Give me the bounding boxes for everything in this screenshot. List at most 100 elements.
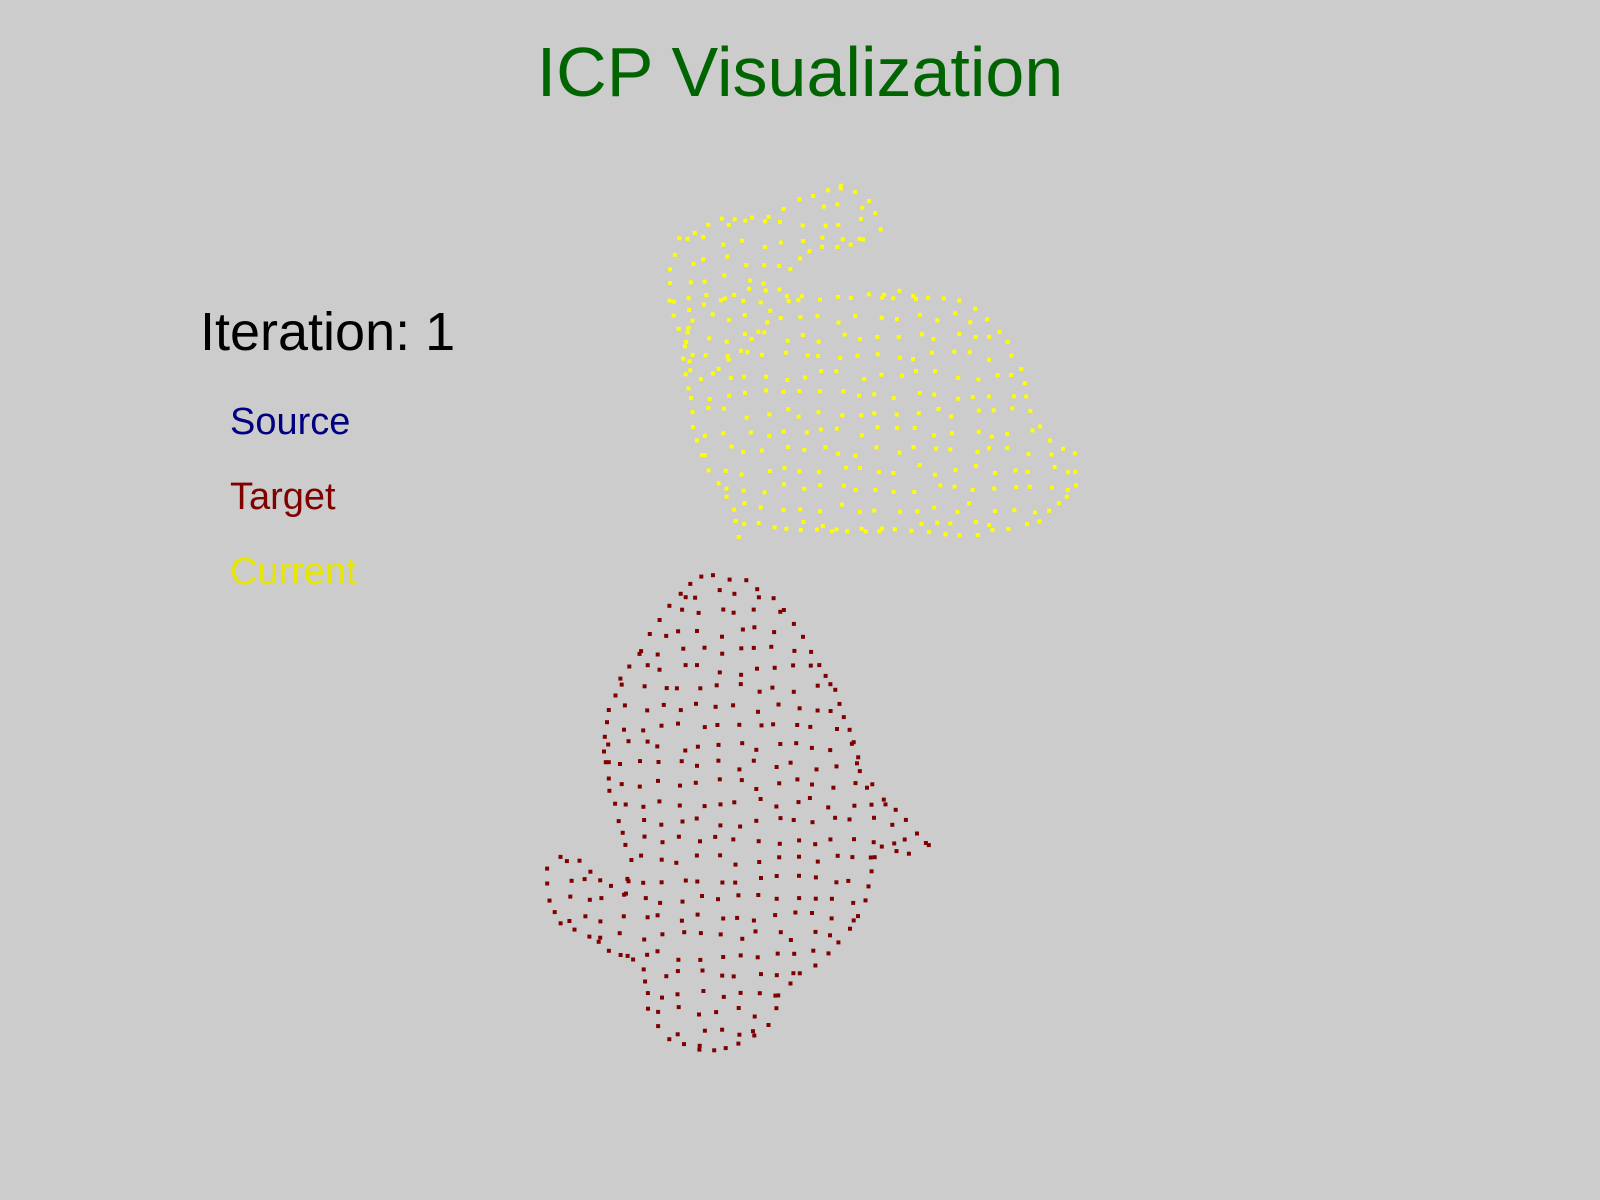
current-cloud-point (1065, 487, 1070, 492)
current-cloud-point (952, 349, 957, 354)
target-cloud-point (757, 860, 762, 864)
current-cloud-point (967, 501, 972, 506)
target-cloud-point (857, 769, 862, 774)
target-cloud-point (702, 1028, 707, 1033)
current-cloud-point (805, 353, 810, 358)
current-cloud-point (875, 425, 880, 430)
current-cloud-point (872, 392, 877, 397)
target-cloud-point (688, 581, 693, 586)
target-cloud-point (602, 749, 606, 754)
target-cloud-point (678, 783, 682, 788)
current-cloud-point (819, 369, 824, 374)
target-cloud-point (695, 629, 699, 633)
current-cloud-point (838, 186, 843, 191)
target-cloud-point (712, 1048, 717, 1053)
target-cloud-point (715, 723, 720, 727)
current-cloud-point (838, 356, 843, 360)
current-cloud-point (857, 509, 862, 514)
current-cloud-point (992, 471, 997, 475)
current-cloud-point (878, 227, 883, 232)
target-cloud-point (871, 840, 876, 845)
target-cloud-point (777, 841, 782, 846)
current-cloud-point (724, 494, 729, 499)
current-cloud-point (1005, 446, 1010, 451)
target-cloud-point (833, 815, 838, 820)
target-cloud-point (739, 646, 744, 651)
target-cloud-point (547, 898, 552, 903)
target-cloud-point (659, 723, 664, 728)
current-cloud-point (761, 281, 766, 286)
current-cloud-point (690, 318, 695, 323)
current-cloud-point (710, 371, 715, 376)
target-cloud-point (659, 880, 664, 885)
target-cloud-point (856, 755, 861, 760)
current-cloud-point (671, 299, 676, 304)
current-cloud-point (686, 386, 691, 391)
current-cloud-point (891, 296, 896, 301)
current-cloud-point (1011, 394, 1016, 399)
current-cloud-point (685, 330, 690, 335)
current-cloud-point (726, 223, 731, 227)
current-cloud-point (949, 414, 954, 419)
target-cloud-point (695, 663, 699, 668)
current-cloud-point (892, 527, 897, 532)
target-cloud-point (778, 609, 783, 614)
target-cloud-point (851, 900, 856, 905)
target-cloud-point (667, 603, 672, 608)
target-cloud-point (847, 727, 852, 732)
current-cloud-point (722, 406, 727, 411)
target-cloud-point (797, 854, 801, 859)
current-cloud-point (926, 295, 931, 300)
current-cloud-point (766, 214, 771, 219)
target-cloud-point (622, 727, 626, 732)
target-cloud-point (792, 951, 797, 956)
target-cloud-point (752, 625, 757, 630)
current-cloud-point (976, 408, 981, 413)
target-cloud-point (823, 673, 828, 678)
target-cloud-point (744, 578, 749, 583)
target-cloud-point (605, 720, 609, 725)
target-cloud-point (754, 787, 759, 791)
current-cloud-point (859, 433, 864, 438)
current-cloud-point (957, 331, 962, 336)
current-cloud-point (932, 505, 937, 510)
current-cloud-point (857, 236, 862, 241)
current-cloud-point (936, 406, 941, 411)
target-cloud-point (645, 739, 650, 744)
target-cloud-point (618, 953, 623, 957)
target-cloud-point (757, 689, 762, 694)
target-cloud-point (772, 630, 777, 635)
target-cloud-point (645, 663, 650, 668)
target-cloud-point (714, 683, 719, 688)
target-cloud-point (855, 761, 859, 766)
current-cloud-point (691, 261, 696, 266)
target-cloud-point (655, 913, 660, 918)
current-cloud-point (973, 520, 978, 524)
current-cloud-point (702, 453, 707, 458)
current-cloud-point (818, 297, 822, 302)
current-cloud-point (777, 287, 782, 292)
target-cloud-point (788, 981, 793, 986)
current-cloud-point (861, 237, 865, 242)
target-cloud-point (657, 667, 662, 672)
target-cloud-point (751, 918, 756, 923)
current-cloud-point (859, 413, 864, 418)
current-cloud-point (821, 204, 826, 209)
current-cloud-point (732, 217, 737, 222)
target-cloud-point (915, 831, 919, 836)
target-cloud-point (697, 1043, 702, 1048)
target-cloud-point (656, 1024, 661, 1029)
target-cloud-point (739, 778, 744, 783)
current-cloud-point (744, 415, 749, 420)
target-cloud-point (771, 596, 776, 601)
current-cloud-point (759, 448, 764, 453)
current-cloud-point (747, 286, 751, 291)
target-cloud-point (564, 859, 569, 864)
target-cloud-point (813, 875, 818, 880)
target-cloud-point (621, 914, 626, 919)
target-cloud-point (756, 709, 760, 714)
target-cloud-point (626, 739, 631, 744)
target-cloud-point (629, 858, 634, 862)
target-cloud-point (872, 855, 877, 860)
